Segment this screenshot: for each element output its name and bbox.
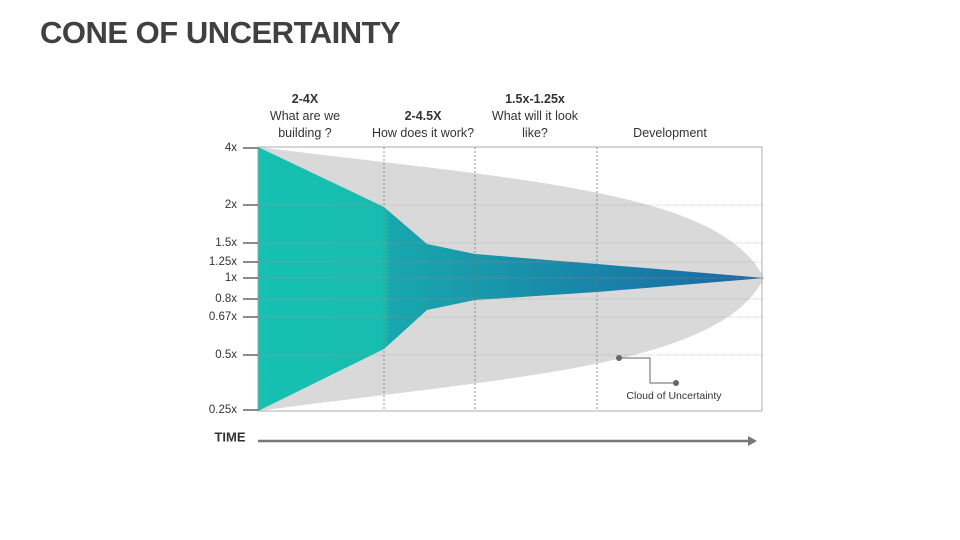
phase-question: How does it work? <box>371 126 475 140</box>
phase-header: 1.5x-1.25x What will it look like? <box>480 91 590 142</box>
callout-dot <box>673 380 679 386</box>
phase-range: 2-4.5X <box>404 109 442 123</box>
phase-header: 2-4.5X How does it work? <box>368 108 478 142</box>
y-label: 0.25x <box>209 404 237 416</box>
y-label: 0.67x <box>209 311 237 323</box>
callout-dot <box>616 355 622 361</box>
time-label: TIME <box>214 429 245 444</box>
phase-question: Development <box>633 126 707 140</box>
y-label: 4x <box>225 142 237 154</box>
phase-range: 1.5x-1.25x <box>505 92 565 106</box>
callout-line <box>619 357 676 384</box>
phase-question: What will it look like? <box>491 109 579 140</box>
time-arrowhead <box>748 436 757 446</box>
plot-frame <box>257 146 763 412</box>
y-label: 2x <box>225 199 237 211</box>
phase-header: Development <box>615 125 725 142</box>
title: CONE OF UNCERTAINTY <box>40 15 401 50</box>
callout-label: Cloud of Uncertainty <box>626 390 722 402</box>
phase-header: 2-4X What are we building ? <box>250 91 360 142</box>
phase-range: 2-4X <box>291 92 319 106</box>
y-label: 1.5x <box>215 237 237 249</box>
phase-question: What are we building ? <box>269 109 341 140</box>
y-label: 1.25x <box>209 256 237 268</box>
y-label: 0.5x <box>215 349 237 361</box>
cone <box>258 147 764 411</box>
y-label: 1x <box>225 272 237 284</box>
y-label: 0.8x <box>215 293 237 305</box>
